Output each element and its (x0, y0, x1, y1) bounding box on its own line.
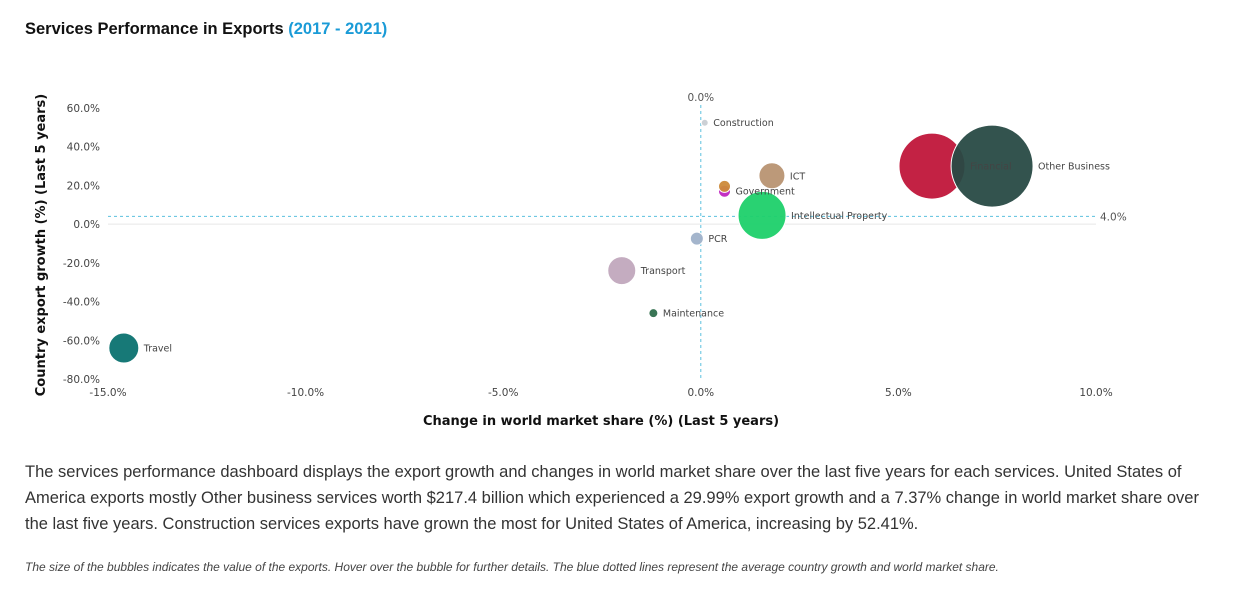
y-tick-label: -80.0% (63, 374, 100, 386)
title-text: Services Performance in Exports (25, 20, 284, 38)
bubble-label-maintenance: Maintenance (663, 309, 724, 320)
bubble-other-business[interactable] (950, 124, 1034, 208)
x-tick-label: 0.0% (687, 387, 714, 399)
bubble-label-government: Government (736, 187, 796, 198)
avg-growth-label: 4.0% (1100, 211, 1127, 223)
y-tick-label: 0.0% (73, 219, 100, 231)
bubble-label-transport: Transport (640, 266, 686, 277)
x-tick-label: -15.0% (89, 387, 126, 399)
bubble-unlabeled[interactable] (718, 179, 732, 193)
avg-market-share-label: 0.0% (687, 92, 714, 104)
bubble-pcr[interactable] (689, 231, 704, 246)
y-tick-label: 40.0% (67, 142, 100, 154)
bubble-label-intellectual-property: Intellectual Property (791, 211, 888, 222)
y-tick-label: -20.0% (63, 258, 100, 270)
x-tick-label: -10.0% (287, 387, 324, 399)
bubble-label-pcr: PCR (708, 234, 727, 245)
y-tick-label: 60.0% (67, 103, 100, 115)
bubble-transport[interactable] (607, 256, 637, 286)
bubble-label-other-business: Other Business (1038, 162, 1110, 173)
x-tick-label: 10.0% (1079, 387, 1112, 399)
y-tick-label: -60.0% (63, 335, 100, 347)
bubble-intellectual-property[interactable] (737, 190, 787, 240)
bubble-label-financial: Financial (970, 162, 1012, 173)
bubble-label-travel: Travel (143, 344, 172, 355)
x-tick-label: 5.0% (885, 387, 912, 399)
y-axis-title: Country export growth (%) (Last 5 years) (34, 94, 49, 397)
bubble-construction[interactable] (700, 118, 709, 127)
footnote: The size of the bubbles indicates the va… (25, 560, 999, 574)
bubble-ict[interactable] (758, 162, 786, 190)
bubble-chart: 60.0% 40.0% 20.0% 0.0% -20.0% -40.0% -60.0% -80… (34, 92, 1127, 429)
bubble-maintenance[interactable] (648, 308, 659, 319)
y-tick-label: 20.0% (67, 180, 100, 192)
summary-text: The services performance dashboard displ… (25, 463, 1199, 533)
x-axis-title: Change in world market share (%) (Last 5… (423, 414, 779, 429)
y-tick-label: -40.0% (63, 297, 100, 309)
page-title: Services Performance in Exports (2017 - … (25, 20, 387, 39)
x-tick-label: -5.0% (488, 387, 518, 399)
bubble-travel[interactable] (108, 332, 140, 364)
bubble-label-ict: ICT (790, 171, 805, 182)
title-range: (2017 - 2021) (288, 20, 388, 38)
bubble-label-construction: Construction (713, 118, 774, 129)
